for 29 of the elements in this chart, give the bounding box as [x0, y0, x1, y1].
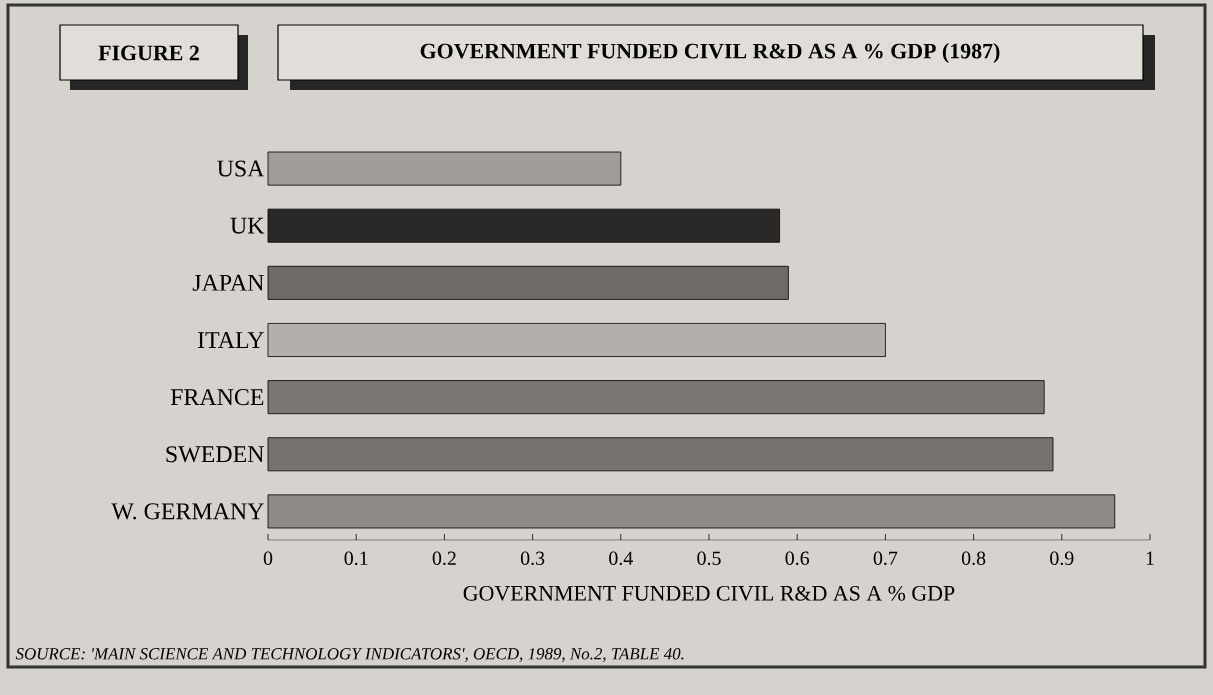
x-tick-label: 0.2: [432, 551, 456, 566]
bar: [267, 208, 780, 243]
bar: [267, 380, 1045, 415]
y-tick-label: SWEDEN: [166, 446, 264, 463]
y-tick-label: ITALY: [197, 332, 264, 348]
bar: [267, 494, 1116, 529]
bar: [267, 437, 1054, 472]
x-tick-label: 0.3: [520, 551, 545, 566]
bar: [267, 151, 622, 186]
y-tick-label: UK: [230, 217, 265, 234]
x-tick-label: 0: [263, 551, 273, 565]
x-tick-label: 0.8: [961, 551, 986, 566]
x-tick-label: 0.5: [697, 551, 721, 566]
x-tick-label: 0.7: [873, 551, 898, 566]
bar: [267, 265, 789, 300]
x-axis-title: GOVERNMENT FUNDED CIVIL R&D AS A % GDP: [463, 585, 955, 601]
x-tick-label: 0.4: [609, 551, 633, 566]
x-tick-label: 0.9: [1050, 551, 1074, 566]
bar: [267, 323, 886, 357]
y-tick-label: USA: [217, 160, 265, 177]
y-tick-label: W. GERMANY: [111, 503, 264, 520]
text: SOURCE: 'MAIN SCIENCE AND TECHNOLOGY INDICATORS', OECD, 1989, No.2, TABLE 40.: [15, 648, 684, 662]
chart-title: GOVERNMENT FUNDED CIVIL R&D AS A % GDP (1987): [420, 43, 1000, 63]
y-tick-label: JAPAN: [192, 274, 264, 291]
y-tick-label: FRANCE: [170, 389, 264, 406]
x-tick-label: 1: [1146, 551, 1154, 565]
x-tick-label: 0.1: [344, 551, 368, 566]
x-tick-label: 0.6: [785, 551, 810, 566]
caption: FIGURE 2: [98, 45, 199, 61]
